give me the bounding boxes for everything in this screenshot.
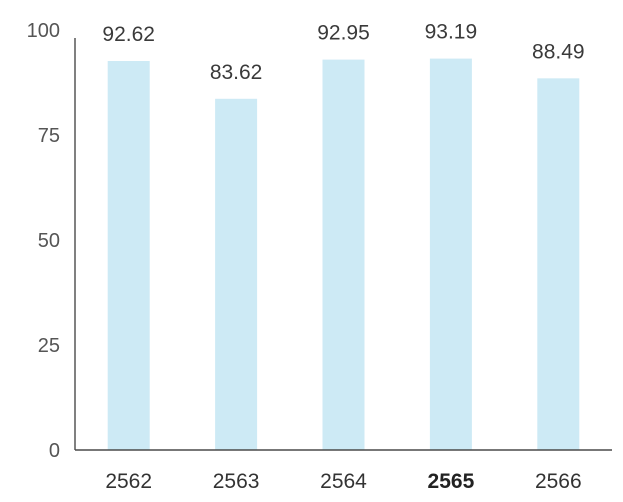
value-label-2562: 92.62 xyxy=(102,23,155,46)
value-label-2564: 92.95 xyxy=(317,22,370,45)
bar-2566 xyxy=(537,78,580,450)
x-tick-label-2566: 2566 xyxy=(535,470,582,493)
y-tick-label-0: 0 xyxy=(49,440,60,462)
value-labels: 92.62 83.62 92.95 93.19 88.49 xyxy=(102,21,584,84)
x-tick-label-2565: 2565 xyxy=(428,470,475,493)
value-label-2566: 88.49 xyxy=(532,40,585,63)
bar-2563 xyxy=(215,98,258,451)
y-tick-label-100: 100 xyxy=(27,20,60,42)
y-tick-label-50: 50 xyxy=(38,230,60,252)
x-axis-ticks: 2562 2563 2564 2565 2566 xyxy=(105,470,581,493)
x-tick-label-2563: 2563 xyxy=(213,470,260,493)
value-label-2563: 83.62 xyxy=(210,61,263,84)
bar-2565 xyxy=(429,58,472,451)
x-tick-label-2564: 2564 xyxy=(320,470,367,493)
y-tick-label-25: 25 xyxy=(38,335,60,357)
bar-2562 xyxy=(107,60,150,450)
y-tick-label-75: 75 xyxy=(38,125,60,147)
x-tick-label-2562: 2562 xyxy=(105,470,152,493)
value-label-2565: 93.19 xyxy=(425,21,478,44)
bars xyxy=(107,58,580,451)
bar-2564 xyxy=(322,59,365,451)
y-axis-ticks: 0 25 50 75 100 xyxy=(27,20,60,462)
